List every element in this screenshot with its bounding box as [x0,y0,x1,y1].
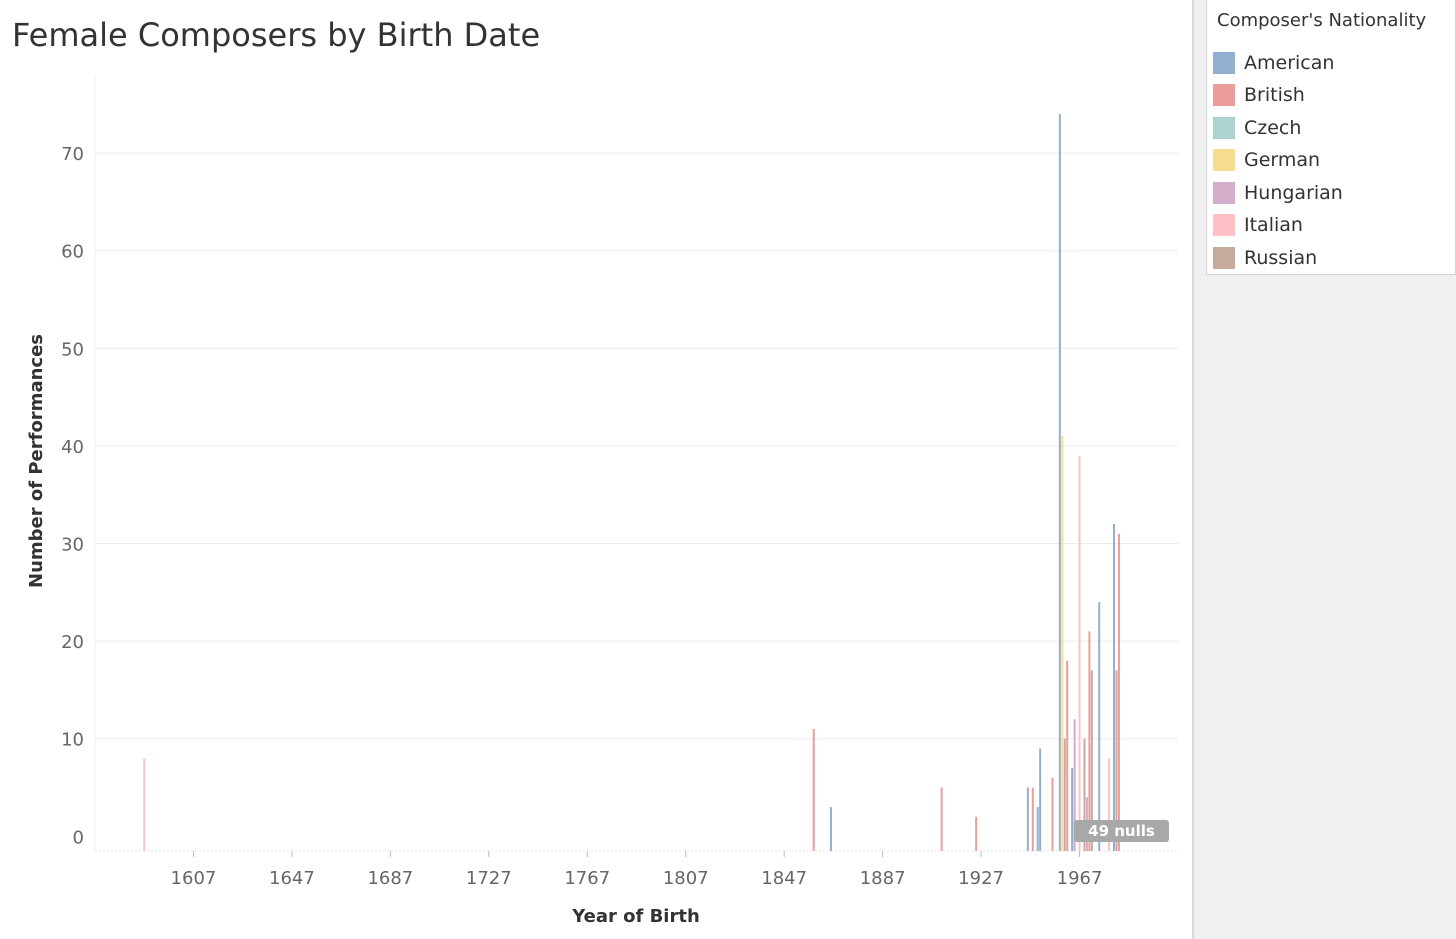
y-tick-label: 40 [61,437,84,458]
legend-item-german[interactable]: German [1213,147,1320,173]
bar-chart[interactable]: 0 10 20 30 40 50 60 70 1607 1647 1687 1727 1767 1807 1… [0,0,1192,939]
legend-label: Hungarian [1244,182,1343,204]
legend-label: German [1244,149,1321,171]
legend-swatch [1213,52,1235,74]
x-tick-label: 1767 [564,868,610,889]
x-tick-label: 1727 [466,868,512,889]
bar [1063,738,1066,851]
bar [1113,524,1116,851]
legend-item-italian[interactable]: Italian [1213,212,1303,238]
bar [940,787,943,851]
bar [1071,768,1074,851]
bar [1117,533,1120,851]
bar [1108,758,1111,851]
bar [1073,719,1076,851]
bar [143,758,146,851]
bar [1066,660,1069,851]
nulls-indicator[interactable]: 49 nulls [1074,820,1169,842]
bar [1090,670,1093,851]
y-tick-label: 70 [61,144,84,165]
bar [1083,738,1086,851]
x-tick-label: 1607 [171,868,217,889]
legend-swatch [1213,247,1235,269]
legend-swatch [1213,117,1235,139]
side-panel: Composer's Nationality American British … [1192,0,1456,939]
bar [1058,114,1061,852]
legend-item-czech[interactable]: Czech [1213,115,1301,141]
legend-label: American [1244,52,1335,74]
x-tick-label: 1887 [860,868,906,889]
bar [812,728,815,851]
legend-swatch [1213,214,1235,236]
bar [975,816,978,851]
bar [1078,455,1081,851]
legend-swatch [1213,84,1235,106]
x-tick-label: 1927 [958,868,1004,889]
x-tick-label: 1847 [761,868,807,889]
bar [1088,631,1091,851]
x-tick-label: 1807 [663,868,709,889]
bar [1061,436,1064,851]
bar [1051,777,1054,851]
bar [829,807,832,851]
x-tick-label: 1687 [367,868,413,889]
legend-item-russian[interactable]: Russian [1213,245,1317,271]
legend-label: Russian [1244,247,1318,269]
bar [1036,807,1039,851]
legend-swatch [1213,149,1235,171]
y-tick-label: 60 [61,242,84,263]
legend-label: British [1244,84,1305,106]
y-tick-label: 20 [61,632,84,653]
bar [1115,670,1118,851]
color-legend: Composer's Nationality American British … [1206,0,1456,275]
y-tick-label: 50 [61,339,84,360]
x-tick-label: 1967 [1057,868,1103,889]
bar [1039,748,1042,851]
chart-area: Female Composers by Birth Date 0 10 20 30 40… [0,0,1192,939]
y-tick-label: 30 [61,535,84,556]
x-axis-title: Year of Birth [571,906,700,927]
legend-label: Czech [1244,117,1302,139]
legend-swatch [1213,182,1235,204]
x-tick-label: 1647 [269,868,315,889]
y-axis-title: Number of Performances [26,334,47,588]
chart-title: Female Composers by Birth Date [12,16,541,54]
bar [1098,602,1101,851]
legend-item-hungarian[interactable]: Hungarian [1213,180,1343,206]
bar [1026,787,1029,851]
y-tick-label: 10 [61,730,84,751]
bar [1031,787,1034,851]
legend-item-british[interactable]: British [1213,82,1305,108]
legend-label: Italian [1244,214,1303,236]
y-tick-label: 0 [73,827,84,848]
legend-item-american[interactable]: American [1213,50,1334,76]
legend-title: Composer's Nationality [1217,10,1427,31]
